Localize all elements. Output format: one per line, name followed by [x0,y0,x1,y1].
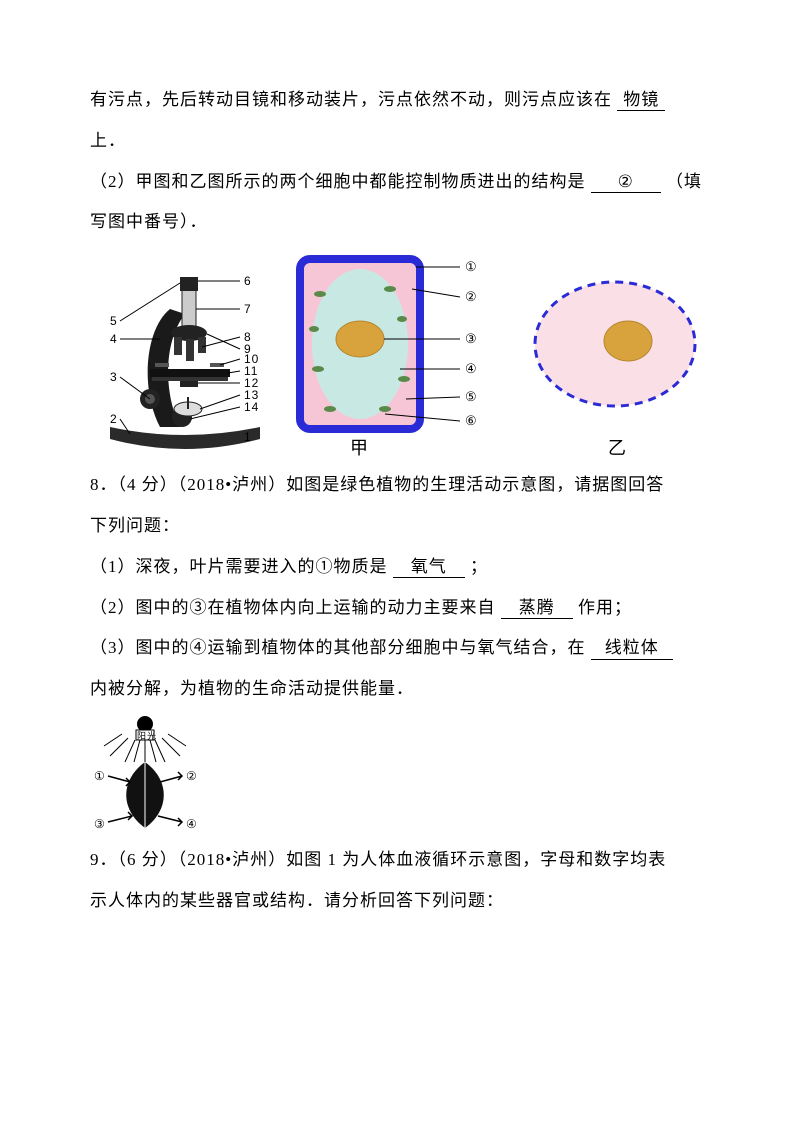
q8-p2-ans: 蒸腾 [501,598,573,619]
p1-t2: 上． [90,131,126,150]
q9-head: 9．（6 分）（2018•泸州）如图 1 为人体血液循环示意图，字母和数字均表 [90,840,710,881]
mlab-14: 14 [244,400,259,414]
mlab-7: 7 [244,302,252,316]
q8-p1a: （1）深夜，叶片需要进入的①物质是 [90,557,388,576]
page: 有污点，先后转动目镜和移动装片，污点依然不动，则污点应该在 物镜 上． （2）甲… [0,0,800,982]
mlab-1: 1 [244,430,252,444]
pc-l5: ⑤ [465,389,478,404]
animal-cell-figure: 乙 [520,249,710,459]
pp-l2: ② [186,769,198,783]
q8-p3: （3）图中的④运输到植物体的其他部分细胞中与氧气结合，在 线粒体 [90,628,710,669]
pp-l4: ④ [186,817,198,831]
q8-p3a: （3）图中的④运输到植物体的其他部分细胞中与氧气结合，在 [90,638,586,657]
q8-p1: （1）深夜，叶片需要进入的①物质是 氧气 ； [90,547,710,588]
p2-t1: （2）甲图和乙图所示的两个细胞中都能控制物质进出的结构是 [90,172,586,191]
p1-ans: 物镜 [617,90,665,111]
plant-cell-label: 甲 [350,438,369,458]
pc-l3: ③ [465,331,478,346]
p2-t2: （填 [666,172,702,191]
p1-line2: 上． [90,121,710,162]
p2-t3: 写图中番号）． [90,212,208,231]
q8-head2: 下列问题： [90,506,710,547]
pp-l3: ③ [94,817,106,831]
q8-head: 8．（4 分）（2018•泸州）如图是绿色植物的生理活动示意图，请据图回答 [90,465,710,506]
q8-p3-ans: 线粒体 [591,638,673,659]
pc-l6: ⑥ [465,413,478,428]
p2-ans: ② [591,172,661,193]
plant-cell-figure: ① ② ③ ④ ⑤ ⑥ 甲 [290,249,510,459]
mlab-5: 5 [110,314,118,328]
mlab-3: 3 [110,370,118,384]
q8-p1-ans: 氧气 [393,557,465,578]
pc-l2: ② [465,289,478,304]
pc-l1: ① [465,259,478,274]
q8-p3-line2: 内被分解，为植物的生命活动提供能量． [90,669,710,710]
q8-p1b: ； [470,557,488,576]
q9-head2: 示人体内的某些器官或结构．请分析回答下列问题： [90,881,710,922]
p1: 有污点，先后转动目镜和移动装片，污点依然不动，则污点应该在 物镜 [90,80,710,121]
pc-l4: ④ [465,361,478,376]
figure-row-1: 6 7 8 9 10 11 12 13 14 1 5 4 3 2 [90,249,710,459]
microscope-figure: 6 7 8 9 10 11 12 13 14 1 5 4 3 2 [90,259,280,459]
animal-cell-label: 乙 [608,438,627,458]
mlab-2: 2 [110,412,118,426]
q8-p2b: 作用； [578,598,632,617]
pp-l1: ① [94,769,106,783]
p2-line2: 写图中番号）． [90,202,710,243]
plant-physiology-figure: 阳光 ① ② [90,710,220,840]
mlab-6: 6 [244,274,252,288]
p2: （2）甲图和乙图所示的两个细胞中都能控制物质进出的结构是 ② （填 [90,162,710,203]
mlab-4: 4 [110,332,118,346]
q8-p2a: （2）图中的③在植物体内向上运输的动力主要来自 [90,598,496,617]
p1-t1: 有污点，先后转动目镜和移动装片，污点依然不动，则污点应该在 [90,90,612,109]
sun-label: 阳光 [137,730,157,741]
q8-p2: （2）图中的③在植物体内向上运输的动力主要来自 蒸腾 作用； [90,588,710,629]
